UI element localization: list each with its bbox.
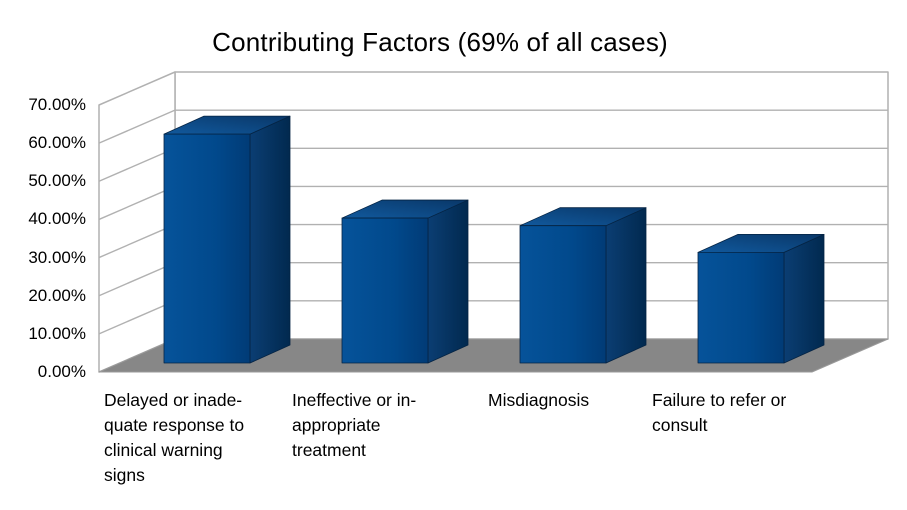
x-axis-category-label-line: quate response to [104,415,245,435]
gridline-left-wall [98,147,176,182]
y-axis-tick-label: 20.00% [28,285,86,305]
y-axis-labels: 0.00% 10.00% 20.00% 30.00% 40.00% 50.00% 60.00… [0,0,86,510]
x-axis-category-label-line: consult [652,415,708,435]
x-axis-category-label-line: clinical warning [104,440,223,460]
bar-front-face-3 [697,251,785,364]
x-axis-category-label-line: Failure to refer or [652,390,787,410]
gridline-left-wall [98,109,176,144]
gridline-left-wall [98,300,176,335]
y-axis-tick-label: 30.00% [28,247,86,267]
chart-floor [98,338,889,373]
x-axis-category-label-line: treatment [292,440,366,460]
gridline-left-wall [98,223,176,259]
x-axis-category-label-line: appropriate [292,415,381,435]
x-axis-category-label-line: Delayed or inade- [104,390,243,410]
x-axis-category-label-line: signs [104,465,145,485]
gridline-left-wall [98,262,176,297]
chart-title: Contributing Factors (69% of all cases) [212,27,668,57]
y-axis-tick-label: 70.00% [28,95,86,114]
bar-front-face-0 [163,133,251,364]
x-axis-category-label-line: Misdiagnosis [488,390,590,410]
gridline-left-wall [98,185,176,221]
y-axis-tick-label: 60.00% [28,133,86,153]
x-axis-category-label-0: Delayed or inade-quate response to clinic… [104,388,244,488]
bar-front-face-1 [341,217,429,364]
x-axis-category-label-2: Misdiagnosis [488,388,589,413]
y-axis-tick-label: 0.00% [37,362,86,381]
x-axis-category-label-line: Ineffective or in- [292,390,417,410]
y-axis-tick-label: 10.00% [28,323,86,343]
bar-front-face-2 [519,225,607,364]
x-axis-category-label-3: Failure to refer or consult [652,388,786,438]
y-axis-tick-label: 50.00% [28,171,86,191]
x-axis-category-label-1: Ineffective or in-appropriate treatment [292,388,416,463]
y-axis-tick-label: 40.00% [28,209,86,229]
